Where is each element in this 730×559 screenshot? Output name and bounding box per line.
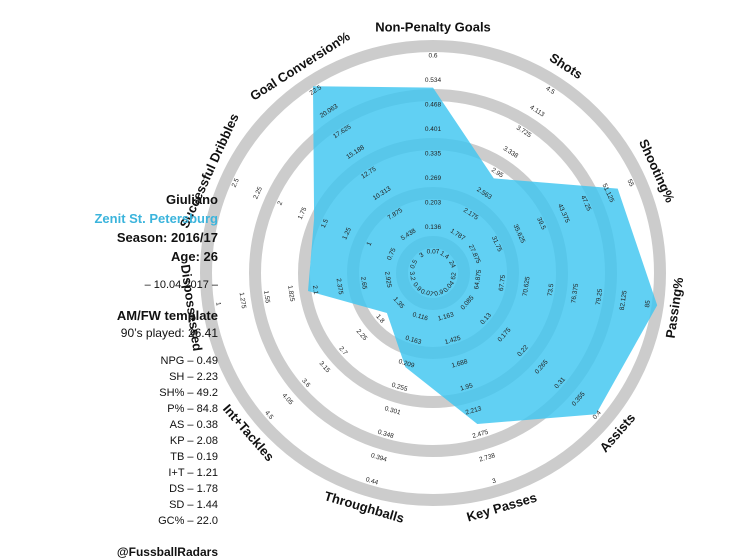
radar-tick-label: 0.9 xyxy=(434,289,445,298)
radar-tick-label: 0.163 xyxy=(404,335,422,346)
radar-tick-label: 2.738 xyxy=(478,452,496,463)
radar-tick-label: 2.7 xyxy=(337,345,348,357)
radar-tick-label: 2.25 xyxy=(355,328,369,342)
radar-tick-label: 0.9 xyxy=(411,281,422,293)
radar-tick-label: 3.6 xyxy=(300,377,311,389)
stat-as: AS – 0.38 xyxy=(169,419,218,431)
stat-sh: SH – 2.23 xyxy=(169,371,218,383)
radar-tick-label: 0.394 xyxy=(370,452,388,463)
stat-npg: NPG – 0.49 xyxy=(160,355,218,367)
stat-gc: GC% – 22.0 xyxy=(158,515,218,527)
radar-tick-label: 1.5 xyxy=(320,218,330,229)
stat-tb: TB – 0.19 xyxy=(170,451,218,463)
radar-tick-label: 1.4 xyxy=(439,250,451,261)
radar-tick-label: 3.15 xyxy=(318,360,332,374)
radar-ring xyxy=(200,40,666,506)
radar-tick-label: 0.335 xyxy=(425,151,442,158)
radar-tick-label: 2.1 xyxy=(311,285,319,295)
radar-tick-label: 1 xyxy=(214,302,221,307)
radar-tick-label: 1.75 xyxy=(297,206,309,221)
radar-tick-label: 0.07 xyxy=(420,288,434,298)
radar-tick-label: 4.5 xyxy=(263,410,274,422)
radar-tick-label: 0.401 xyxy=(425,126,442,133)
radar-tick-label: 55 xyxy=(626,178,636,188)
radar-tick-label: 3 xyxy=(491,477,497,485)
player-info-panel: Giuliano Zenit St. Petersburg Season: 20… xyxy=(0,190,218,559)
radar-tick-label: 0.348 xyxy=(377,429,395,440)
radar-tick-label: 1.425 xyxy=(444,335,462,346)
radar-tick-label: 1.275 xyxy=(238,292,247,309)
credit-handle: @FussballRadars xyxy=(116,545,218,559)
radar-tick-label: 2.25 xyxy=(252,186,264,201)
stat-pp: P% – 84.8 xyxy=(167,403,218,415)
radar-tick-label: 39.5 xyxy=(535,216,547,231)
radar-tick-label: 2.65 xyxy=(359,276,368,290)
radar-tick-label: 2.925 xyxy=(383,271,392,288)
radar-tick-label: 1.8 xyxy=(374,313,385,325)
radar-tick-label: 4.113 xyxy=(528,104,545,119)
radar-tick-label: 67.75 xyxy=(498,274,507,291)
stat-ds: DS – 1.78 xyxy=(169,483,218,495)
radar-tick-label: 4.05 xyxy=(281,392,295,406)
radar-tick-label: 0.4 xyxy=(592,409,603,421)
radar-tick-label: 0.136 xyxy=(425,224,442,231)
radar-tick-label: 2.213 xyxy=(465,405,483,416)
player-radar-polygon xyxy=(308,86,658,425)
radar-tick-label: 2 xyxy=(276,200,284,207)
radar-tick-label: 1.95 xyxy=(460,382,474,392)
radar-tick-label: 0.468 xyxy=(425,102,442,109)
radar-tick-label: 0.116 xyxy=(412,311,429,322)
radar-axis-label: Passing% xyxy=(663,276,687,339)
radar-tick-label: 0.5 xyxy=(409,258,419,269)
radar-tick-label: 0.203 xyxy=(425,200,442,207)
radar-tick-label: 2.475 xyxy=(472,429,490,440)
radar-tick-label: 0.301 xyxy=(384,405,402,416)
radar-tick-label: 64.875 xyxy=(473,269,483,290)
radar-tick-label: 1.825 xyxy=(286,285,295,302)
radar-tick-label: 0.255 xyxy=(391,382,409,393)
player-team: Zenit St. Petersburg xyxy=(94,211,218,226)
template-label: AM/FW template xyxy=(116,308,218,323)
radar-tick-label: 82.125 xyxy=(619,290,629,311)
radar-tick-label: 0.269 xyxy=(425,175,442,182)
radar-tick-label: 0.07 xyxy=(427,249,440,256)
stats-list: NPG – 0.49 SH – 2.23 SH% – 49.2 P% – 84.… xyxy=(0,353,218,529)
radar-tick-label: 0.75 xyxy=(386,247,398,262)
stat-sd: SD – 1.44 xyxy=(169,499,218,511)
date-label: – 10.04.2017 – xyxy=(144,279,218,291)
radar-tick-label: 0.6 xyxy=(428,53,437,60)
radar-tick-label: 0.44 xyxy=(365,476,379,486)
age-label: Age: 26 xyxy=(171,249,218,264)
player-name: Giuliano xyxy=(166,192,218,207)
radar-tick-label: 3.2 xyxy=(408,271,416,281)
minutes-played: 90’s played: 26.41 xyxy=(120,326,218,340)
radar-tick-label: 3.338 xyxy=(502,145,520,160)
radar-tick-label: 4.5 xyxy=(544,85,556,96)
radar-tick-label: 1.55 xyxy=(262,290,271,304)
stat-kp: KP – 2.08 xyxy=(169,435,218,447)
radar-tick-label: 1.688 xyxy=(451,358,469,369)
radar-tick-label: 1.163 xyxy=(437,311,455,322)
radar-tick-label: 70.625 xyxy=(522,276,532,297)
radar-tick-label: 79.25 xyxy=(595,288,604,305)
radar-axis-label: Non-Penalty Goals xyxy=(375,19,491,34)
radar-tick-label: 0.534 xyxy=(425,77,442,84)
radar-tick-label: 85 xyxy=(644,299,652,308)
radar-tick-label: 1.25 xyxy=(341,226,353,241)
season-label: Season: 2016/17 xyxy=(116,230,218,245)
radar-tick-label: 73.5 xyxy=(547,283,556,297)
stat-shp: SH% – 49.2 xyxy=(159,387,218,399)
radar-tick-label: 24 xyxy=(447,260,457,270)
radar-tick-label: 62 xyxy=(450,272,458,281)
radar-tick-label: 0.209 xyxy=(398,358,416,369)
stat-it: I+T – 1.21 xyxy=(168,467,218,479)
radar-tick-label: 2.375 xyxy=(335,278,344,295)
radar-tick-label: 3 xyxy=(418,251,425,259)
radar-tick-label: 76.375 xyxy=(570,283,580,304)
radar-tick-label: 1 xyxy=(366,241,374,248)
radar-tick-label: 2.5 xyxy=(231,177,241,188)
